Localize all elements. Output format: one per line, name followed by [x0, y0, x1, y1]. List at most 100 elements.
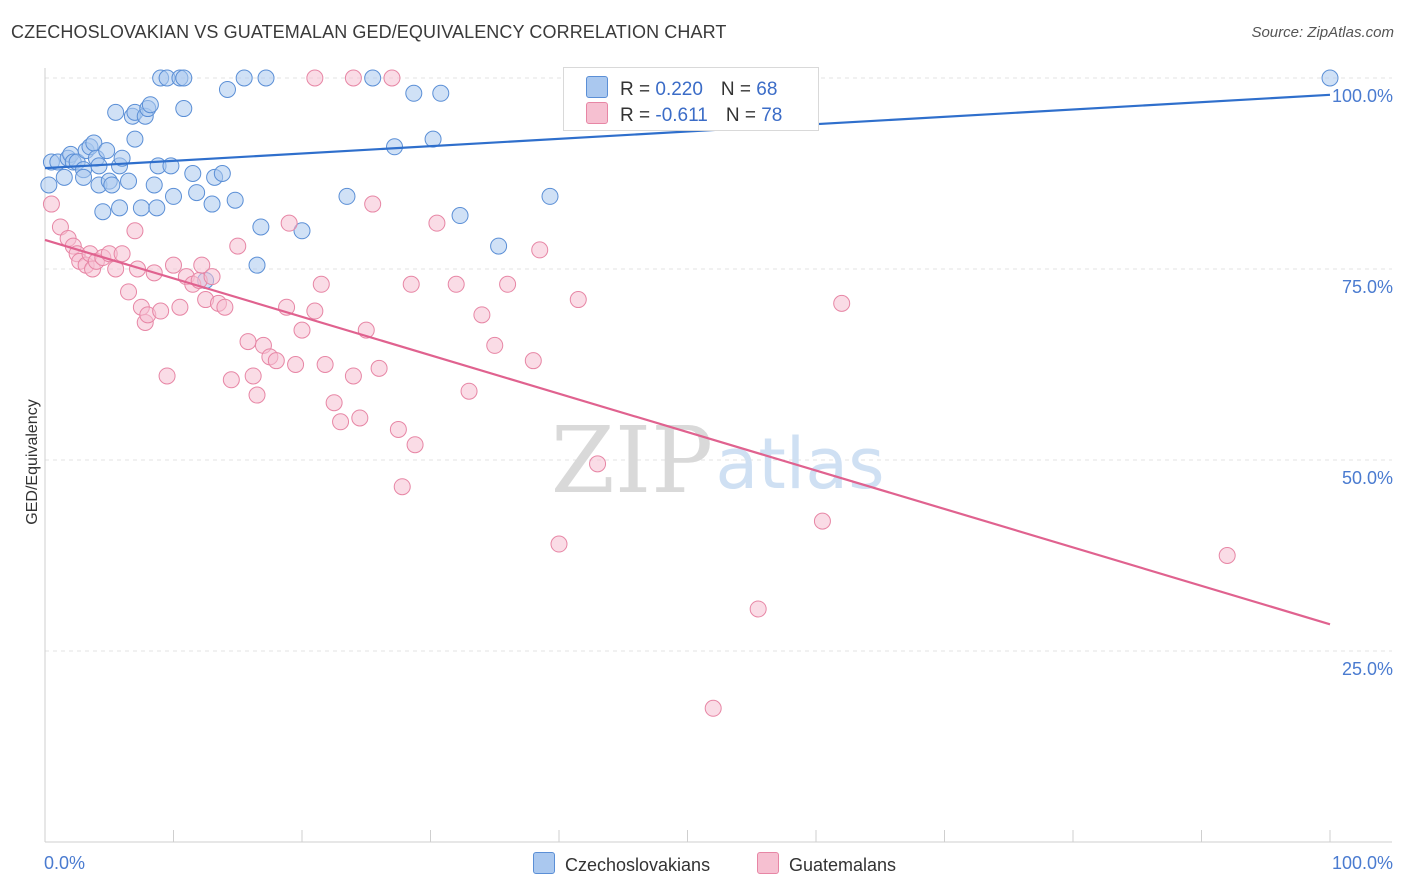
guatemalan-point	[370, 359, 388, 377]
guatemalan-point	[248, 386, 266, 404]
stats-legend: R = 0.220 N = 68 R = -0.611 N = 78	[563, 67, 819, 131]
bottom-legend-czechoslovakians[interactable]: Czechoslovakians	[533, 852, 710, 876]
legend-row-guatemalans: R = -0.611 N = 78	[586, 102, 782, 126]
guatemalan-point	[280, 214, 298, 232]
guatemalan-point	[203, 268, 221, 286]
guatemalan-point	[550, 535, 568, 553]
guatemalan-point	[293, 321, 311, 339]
legend-row-czechoslovakians: R = 0.220 N = 68	[586, 76, 777, 100]
guatemalan-point	[351, 409, 369, 427]
y-tick-label: 100.0%	[1332, 86, 1393, 106]
grid-layer	[45, 77, 1392, 652]
czechoslovakian-point	[1321, 69, 1339, 87]
legend-r-value: 0.220	[655, 79, 703, 100]
czechoslovakian-point	[338, 187, 356, 205]
czechoslovakian-point	[188, 184, 206, 202]
czechoslovakian-point	[103, 176, 121, 194]
guatemalan-point	[402, 275, 420, 293]
legend-n-label: N =	[720, 79, 757, 100]
guatemalan-point	[126, 222, 144, 240]
guatemalan-point	[316, 356, 334, 373]
czechoslovakian-point	[405, 84, 423, 102]
points-layer	[40, 69, 1339, 717]
guatemalan-point	[383, 69, 401, 87]
czechoslovakian-point	[184, 165, 202, 182]
czechoslovakian-point	[235, 69, 253, 87]
czechoslovakian-point	[75, 168, 93, 186]
czechoslovakian-point	[432, 84, 450, 102]
guatemalan-point	[306, 69, 324, 87]
czechoslovakian-point	[98, 142, 116, 160]
czechoslovakian-point	[175, 100, 193, 118]
czechoslovakian-point	[248, 256, 266, 274]
czechoslovakian-point	[490, 237, 508, 255]
legend-r-label: R =	[620, 79, 656, 100]
czechoslovakian-point	[132, 199, 150, 217]
axis-layer: 100.0% 75.0% 50.0% 25.0%	[44, 68, 1393, 843]
guatemalan-point	[165, 256, 182, 274]
legend-swatch-blue	[586, 76, 608, 98]
guatemalan-point	[364, 195, 382, 213]
bottom-legend-label: Guatemalans	[789, 855, 897, 875]
guatemalan-point	[428, 214, 446, 232]
guatemalan-point	[113, 245, 131, 263]
guatemalan-point	[531, 241, 549, 259]
czechoslovakian-point	[451, 207, 469, 225]
guatemalan-point	[389, 420, 407, 438]
guatemalan-point	[216, 298, 234, 316]
guatemalan-point	[460, 382, 478, 400]
guatemalan-point	[239, 333, 257, 351]
guatemalan-point	[447, 275, 465, 293]
czechoslovakian-point	[175, 69, 193, 87]
guatemalan-point	[344, 69, 362, 87]
czechoslovakian-point	[364, 69, 382, 87]
czechoslovakian-point	[126, 130, 144, 148]
guatemalan-point	[193, 256, 211, 274]
y-tick-label: 75.0%	[1342, 277, 1393, 297]
legend-swatch-pink	[586, 102, 608, 124]
guatemalan-point	[393, 478, 411, 496]
czechoslovakian-point	[148, 199, 166, 217]
y-axis-label: GED/Equivalency	[24, 399, 41, 524]
guatemalan-point	[499, 275, 517, 293]
czechoslovakian-trend-line	[44, 93, 1331, 170]
bottom-legend-swatch-pink	[757, 852, 779, 874]
czechoslovakian-point	[165, 187, 182, 205]
bottom-legend-guatemalans[interactable]: Guatemalans	[757, 852, 896, 876]
guatemalan-point	[171, 298, 189, 316]
czechoslovakian-point	[203, 195, 221, 213]
czechoslovakian-point	[120, 172, 138, 190]
guatemalan-point	[332, 413, 350, 431]
guatemalan-point	[306, 302, 324, 320]
guatemalan-point	[325, 394, 343, 412]
legend-n-label: N =	[725, 105, 762, 126]
czechoslovakian-point	[145, 176, 163, 194]
czechoslovakian-point	[257, 69, 275, 87]
czechoslovakian-point	[141, 96, 159, 114]
watermark-zip: ZIP	[551, 407, 713, 514]
guatemalan-point	[287, 356, 305, 373]
guatemalan-point	[152, 302, 170, 320]
guatemalan-point	[312, 275, 330, 293]
bottom-legend-swatch-blue	[533, 852, 555, 874]
bottom-legend-label: Czechoslovakians	[565, 855, 711, 875]
y-tick-label: 50.0%	[1342, 468, 1393, 488]
guatemalan-trend-line	[44, 238, 1331, 626]
guatemalan-point	[813, 512, 831, 530]
guatemalan-point	[589, 455, 607, 473]
czechoslovakian-point	[218, 80, 236, 98]
czechoslovakian-point	[424, 130, 442, 148]
x-tick-label-left: 0.0%	[44, 853, 85, 873]
guatemalan-point	[524, 352, 542, 370]
guatemalan-point	[244, 367, 262, 385]
guatemalan-point	[473, 306, 491, 324]
czechoslovakian-point	[94, 203, 112, 221]
legend-n-value: 78	[761, 105, 783, 126]
guatemalan-point	[267, 352, 285, 370]
x-tick-label-right: 100.0%	[1332, 853, 1393, 873]
chart-source: Source: ZipAtlas.com	[1251, 24, 1394, 41]
czechoslovakian-point	[293, 222, 311, 240]
czechoslovakian-point	[40, 176, 58, 194]
guatemalan-point	[120, 283, 138, 301]
